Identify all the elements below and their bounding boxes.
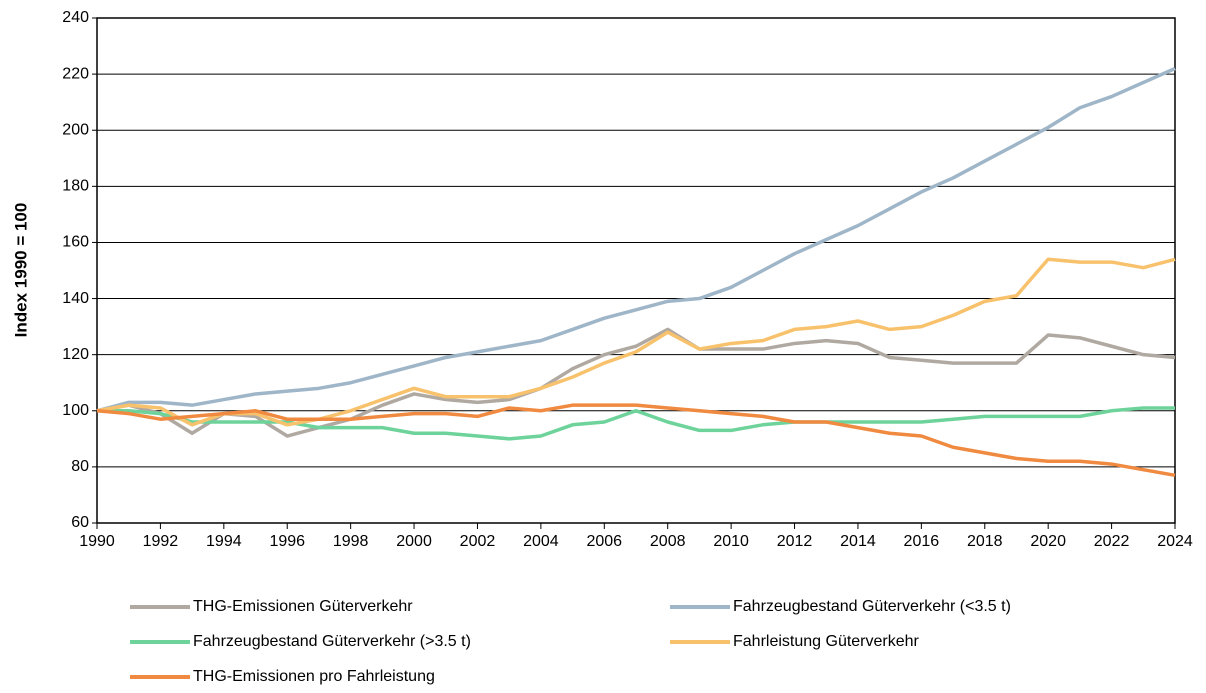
x-tick-label: 1992 — [143, 533, 179, 550]
x-tick-label: 2002 — [460, 533, 496, 550]
y-tick-label: 240 — [62, 9, 89, 26]
x-tick-label: 2010 — [713, 533, 749, 550]
y-tick-label: 100 — [62, 402, 89, 419]
x-tick-label: 2020 — [1030, 533, 1066, 550]
x-tick-label: 2016 — [904, 533, 940, 550]
x-tick-label: 1994 — [206, 533, 242, 550]
legend-label: THG-Emissionen pro Fahrleistung — [193, 668, 435, 685]
x-tick-label: 1990 — [79, 533, 115, 550]
x-tick-label: 2024 — [1157, 533, 1193, 550]
x-tick-label: 1996 — [269, 533, 305, 550]
x-tick-label: 2022 — [1094, 533, 1130, 550]
legend-label: Fahrzeugbestand Güterverkehr (<3.5 t) — [733, 598, 1011, 615]
x-tick-label: 2014 — [840, 533, 876, 550]
legend-label: Fahrzeugbestand Güterverkehr (>3.5 t) — [193, 633, 471, 650]
y-tick-label: 80 — [71, 458, 89, 475]
x-tick-label: 2012 — [777, 533, 813, 550]
x-tick-label: 2000 — [396, 533, 432, 550]
x-tick-label: 2006 — [586, 533, 622, 550]
x-tick-label: 2018 — [967, 533, 1003, 550]
series-line — [96, 327, 1176, 438]
y-tick-label: 180 — [62, 178, 89, 195]
series-line — [96, 66, 1176, 413]
x-tick-label: 1998 — [333, 533, 369, 550]
y-tick-label: 220 — [62, 65, 89, 82]
y-tick-label: 140 — [62, 290, 89, 307]
y-tick-label: 160 — [62, 234, 89, 251]
x-tick-label: 2008 — [650, 533, 686, 550]
plot-frame — [96, 17, 1176, 524]
y-axis-title: Index 1990 = 100 — [11, 203, 30, 338]
x-tick-label: 2004 — [523, 533, 559, 550]
legend-label: Fahrleistung Güterverkehr — [733, 633, 920, 650]
legend-label: THG-Emissionen Güterverkehr — [193, 598, 413, 615]
y-tick-label: 120 — [62, 346, 89, 363]
series-line — [96, 257, 1176, 427]
y-tick-label: 200 — [62, 121, 89, 138]
y-tick-label: 60 — [71, 514, 89, 531]
series-line — [96, 403, 1176, 478]
